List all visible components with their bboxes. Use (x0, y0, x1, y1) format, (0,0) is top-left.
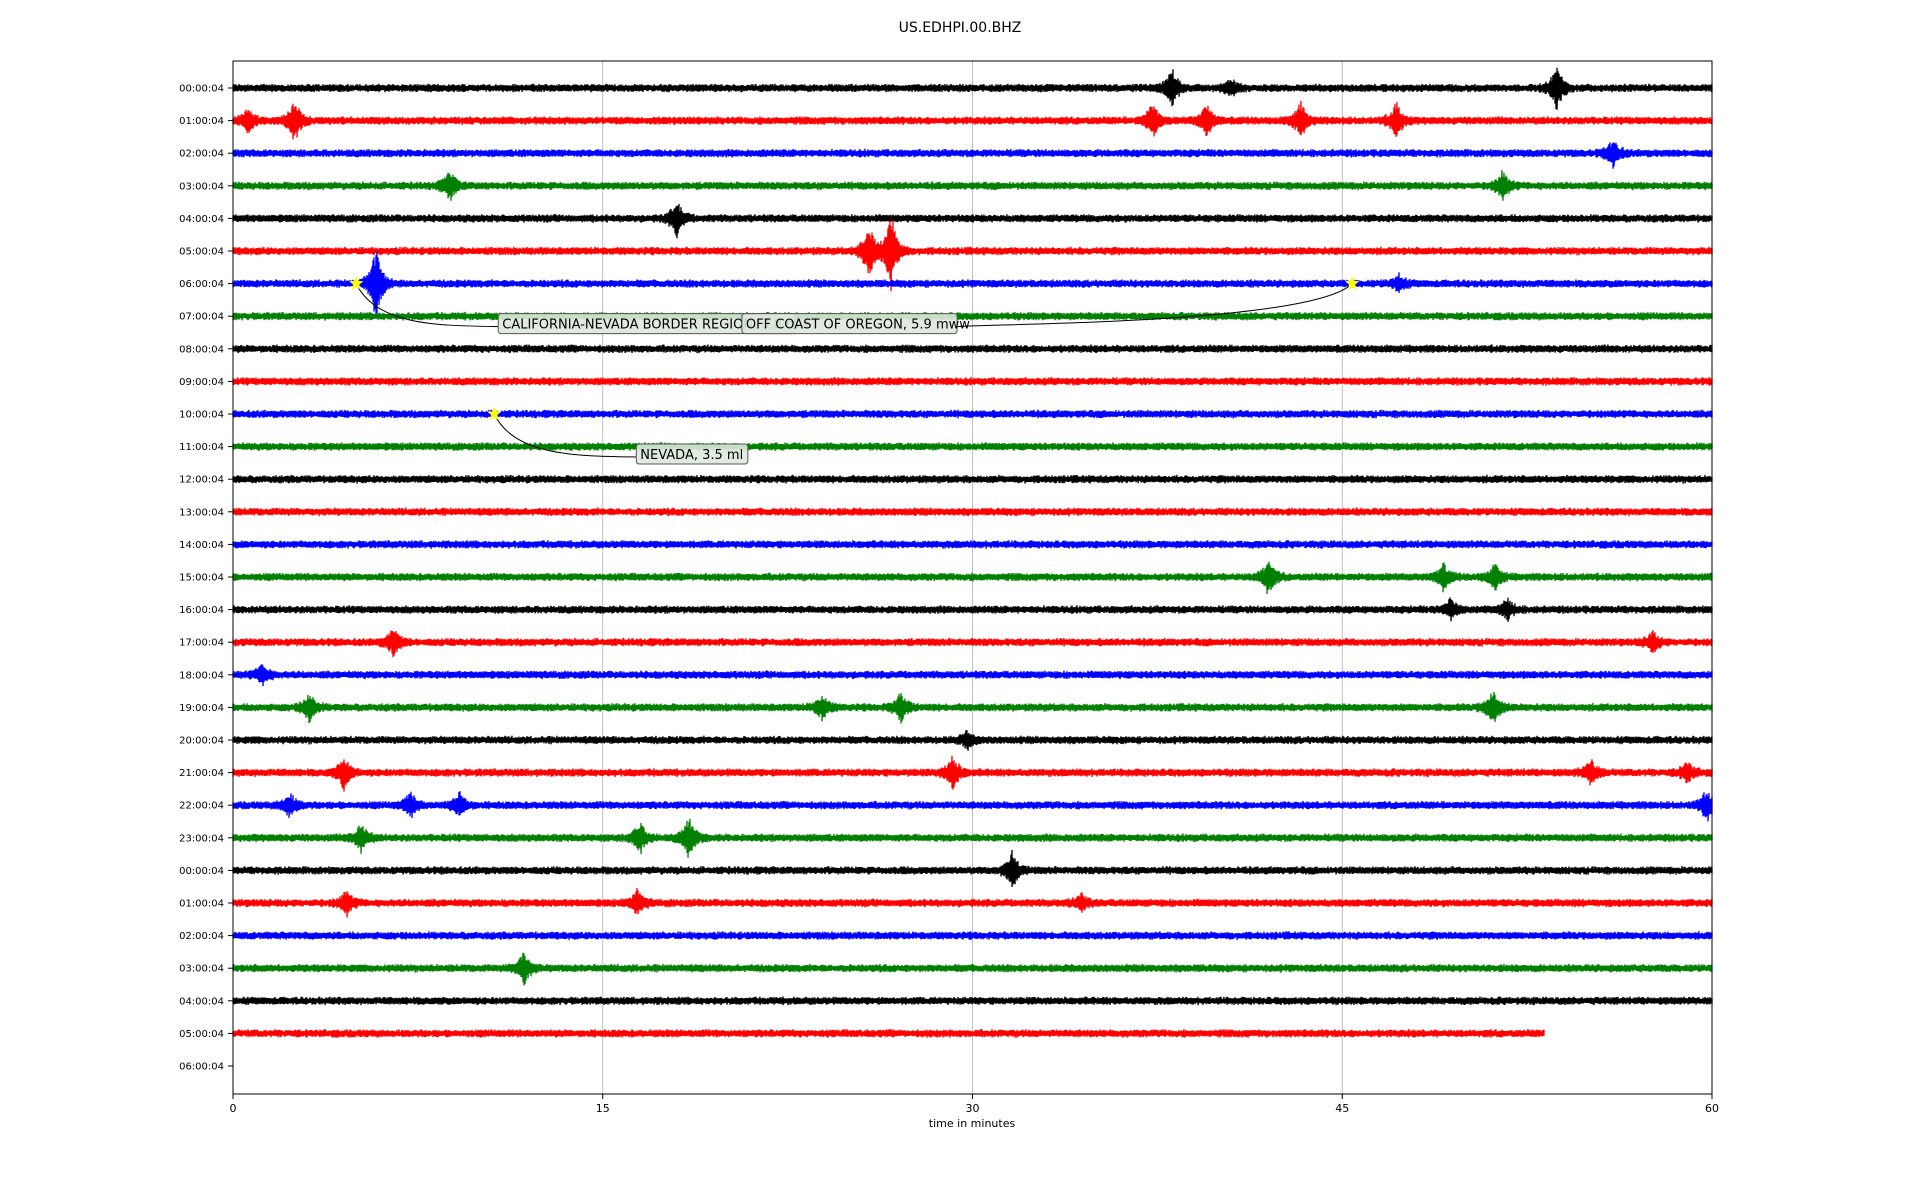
seismogram-trace (232, 849, 1713, 888)
row-time-label: 20:00:04 (179, 736, 224, 747)
seismogram-trace (232, 630, 1713, 658)
plot-frame (232, 60, 1713, 1095)
event-label: OFF COAST OF OREGON, 5.9 mww (746, 318, 970, 333)
seismogram-trace (232, 409, 1713, 419)
seismogram-trace (232, 561, 1713, 595)
seismogram-trace (232, 755, 1713, 792)
x-tick-label: 45 (1335, 1102, 1349, 1115)
seismogram-trace (232, 170, 1713, 201)
row-time-label: 01:00:04 (179, 116, 224, 127)
chart-title: US.EDHPI.00.BHZ (898, 20, 1022, 36)
row-time-label: 13:00:04 (179, 507, 224, 518)
seismogram-trace (232, 220, 1713, 292)
row-time-label: 06:00:04 (179, 1062, 224, 1073)
event-layer: CALIFORNIA-NEVADA BORDER REGION, 3.8 mwO… (348, 275, 1360, 465)
seismogram-trace (232, 887, 1713, 918)
seismogram-trace (232, 931, 1713, 940)
seismogram-trace (232, 142, 1713, 169)
row-time-label: 12:00:04 (179, 475, 224, 486)
x-tick-label: 60 (1705, 1102, 1719, 1115)
x-tick-label: 15 (596, 1102, 610, 1115)
seismogram-trace (232, 597, 1713, 622)
row-time-label: 08:00:04 (179, 344, 224, 355)
event-leader-line (355, 283, 499, 328)
row-time-label: 03:00:04 (179, 964, 224, 975)
event-star-marker (348, 275, 364, 290)
seismogram-trace (232, 67, 1713, 110)
seismogram-trace (232, 1029, 1545, 1038)
seismogram-trace (232, 376, 1713, 386)
seismogram-trace (232, 251, 1713, 319)
x-axis-label: time in minutes (928, 1117, 1016, 1130)
row-time-label: 11:00:04 (179, 442, 224, 453)
row-time-label: 16:00:04 (179, 605, 224, 616)
event-star-marker (486, 406, 502, 421)
trace-layer (232, 67, 1713, 1038)
row-time-label: 01:00:04 (179, 899, 224, 910)
event-label-box (635, 443, 749, 465)
row-time-label: 21:00:04 (179, 768, 224, 779)
row-time-label: 06:00:04 (179, 279, 224, 290)
axis-layer: 0 15 30 45 60 00:00:04 01:00:04 02:00:04 03:00:0… (179, 84, 1719, 1116)
row-time-label: 18:00:04 (179, 670, 224, 681)
row-time-label: 19:00:04 (179, 703, 224, 714)
row-time-label: 22:00:04 (179, 801, 224, 812)
seismogram-trace (232, 791, 1713, 822)
seismogram-trace (232, 818, 1713, 858)
x-tick-label: 0 (230, 1102, 237, 1115)
seismogram-trace (232, 344, 1713, 354)
row-time-label: 05:00:04 (179, 1029, 224, 1040)
event-star-marker (1344, 275, 1360, 290)
row-time-label: 10:00:04 (179, 410, 224, 421)
seismogram-trace (232, 664, 1713, 687)
seismogram-trace (232, 474, 1713, 484)
seismogram-trace (232, 311, 1713, 321)
seismogram-trace (232, 730, 1713, 751)
seismogram-trace (232, 996, 1713, 1006)
seismogram-trace (232, 540, 1713, 549)
x-tick-label: 30 (966, 1102, 980, 1115)
row-time-label: 04:00:04 (179, 214, 224, 225)
seismogram-trace (232, 203, 1713, 239)
row-time-label: 04:00:04 (179, 996, 224, 1007)
row-time-label: 23:00:04 (179, 833, 224, 844)
seismogram-trace (232, 100, 1713, 140)
event-label: CALIFORNIA-NEVADA BORDER REGION, 3.8 mw (502, 318, 810, 333)
row-time-label: 03:00:04 (179, 181, 224, 192)
event-leader-line (957, 283, 1353, 328)
row-time-label: 14:00:04 (179, 540, 224, 551)
row-time-label: 02:00:04 (179, 931, 224, 942)
row-time-label: 17:00:04 (179, 638, 224, 649)
event-label: NEVADA, 3.5 ml (640, 448, 743, 463)
row-time-label: 02:00:04 (179, 149, 224, 160)
row-time-label: 00:00:04 (179, 866, 224, 877)
row-time-label: 15:00:04 (179, 573, 224, 584)
row-time-label: 07:00:04 (179, 312, 224, 323)
seismogram-trace (232, 507, 1713, 517)
row-time-label: 00:00:04 (179, 84, 224, 95)
seismogram-trace (232, 952, 1713, 986)
event-label-box (741, 313, 958, 335)
row-time-label: 09:00:04 (179, 377, 224, 388)
event-leader-line (493, 413, 637, 458)
seismogram-trace (232, 442, 1713, 452)
row-time-label: 05:00:04 (179, 247, 224, 258)
seismogram-trace (232, 691, 1713, 724)
